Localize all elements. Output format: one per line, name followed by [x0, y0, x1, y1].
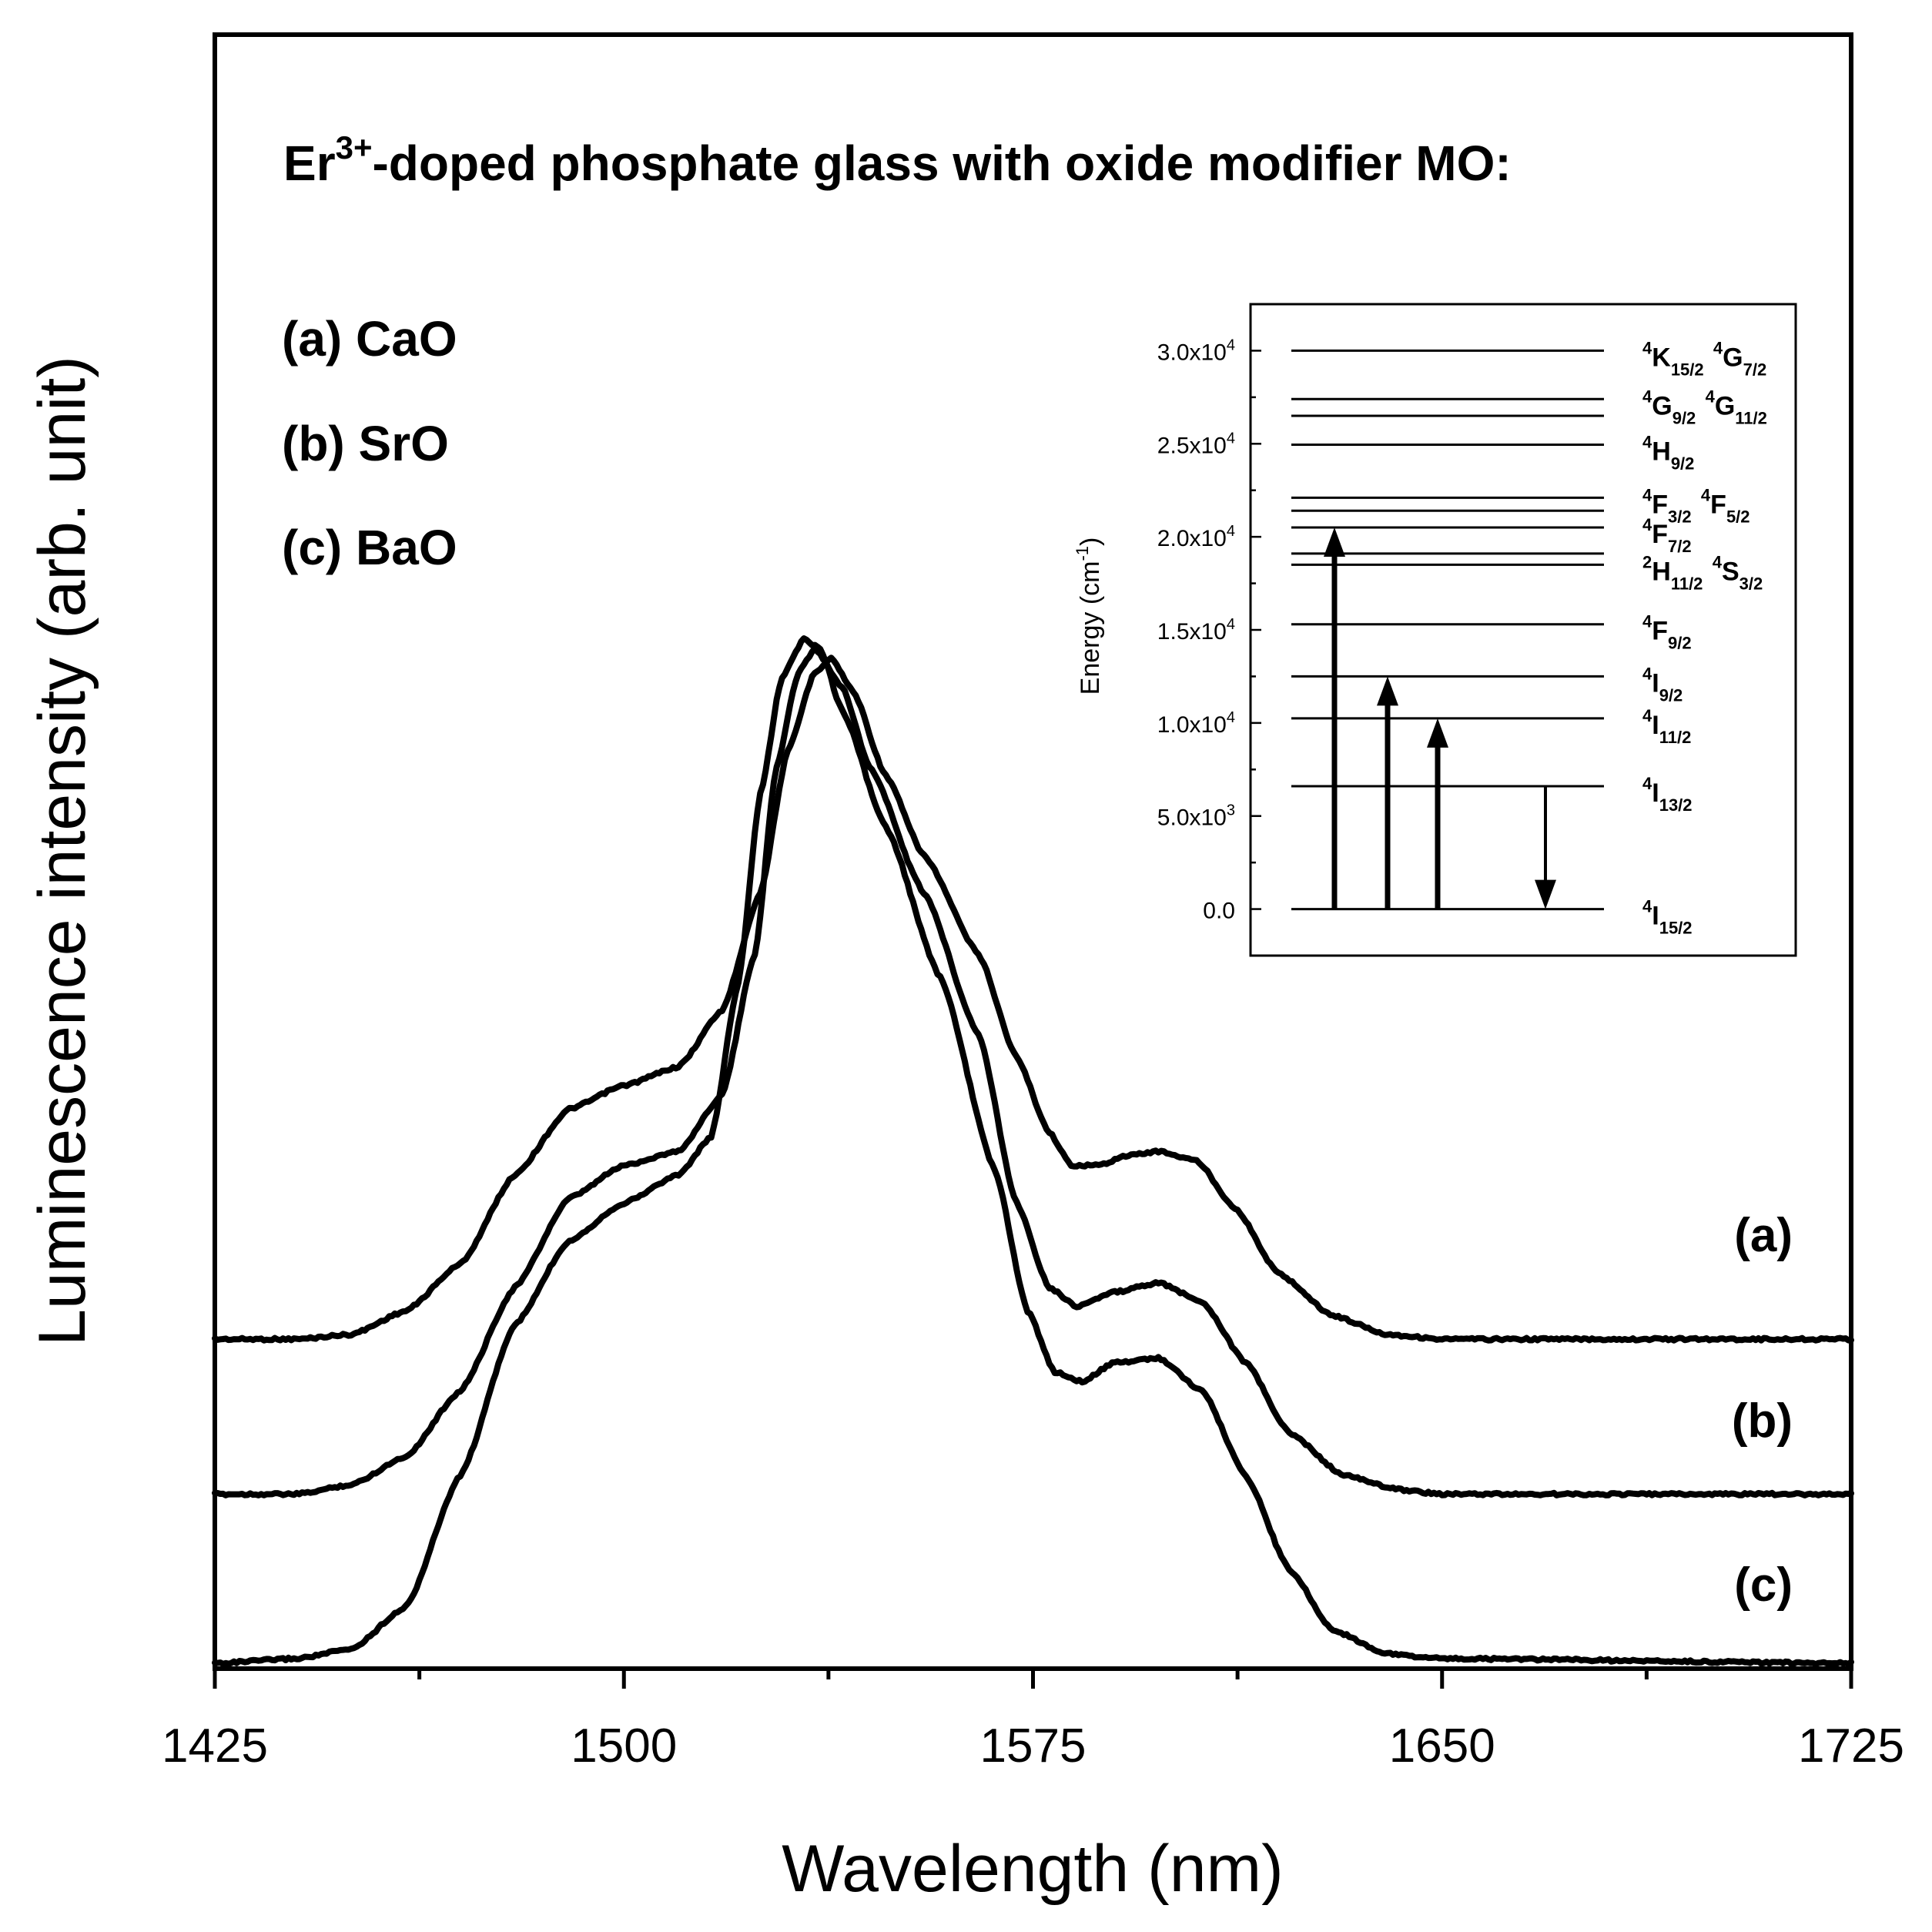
series-line-c: [212, 635, 1854, 1668]
x-tick-label: 1425: [162, 1719, 268, 1773]
energy-level-label: 4I11/2: [1642, 706, 1691, 747]
series-line-a: [212, 655, 1854, 1344]
x-axis: 1425 1500 1575 1650 1725: [162, 1669, 1904, 1773]
legend-entry-sro: (b) SrO: [282, 416, 449, 471]
series-lines: [212, 635, 1854, 1668]
inset-y-tick-label: 2.5x104: [1157, 430, 1235, 458]
transition-arrow-head: [1324, 527, 1345, 558]
x-tick-label: 1725: [1798, 1719, 1904, 1773]
x-tick-label: 1575: [980, 1719, 1087, 1773]
series-label-a: (a): [1734, 1209, 1793, 1262]
inset-energy-diagram: 0.0 5.0x103 1.0x104 1.5x104 2.0x104 2.5x104 3.…: [1157, 303, 1767, 938]
chart-title-post: -doped phosphate glass with oxide modifi…: [372, 136, 1511, 191]
chart-title-sup: 3+: [336, 129, 373, 166]
legend-entry-cao: (a) CaO: [282, 311, 457, 367]
inset-frame: [1249, 303, 1797, 957]
y-axis-label: Luminescence intensity (arb. unit): [25, 356, 99, 1346]
energy-level-label: 4F7/2: [1642, 515, 1692, 556]
chart-title: Er3+-doped phosphate glass with oxide mo…: [283, 129, 1512, 191]
series-line-b: [212, 645, 1854, 1498]
chart-title-pre: Er: [283, 136, 336, 191]
energy-level-label: 4K15/2 4G7/2: [1642, 338, 1766, 379]
x-axis-label: Wavelength (nm): [782, 1832, 1284, 1906]
inset-y-tick-label: 5.0x103: [1157, 802, 1235, 831]
inset-y-tick-label: 1.0x104: [1157, 709, 1235, 738]
energy-level-label: 4I9/2: [1642, 664, 1683, 705]
energy-level-label: 4G9/2 4G11/2: [1642, 387, 1767, 427]
energy-level-label: 2H11/2 4S3/2: [1642, 552, 1763, 593]
transition-arrow-head: [1377, 676, 1398, 706]
x-tick-label: 1650: [1389, 1719, 1495, 1773]
inset-y-label-sup: -1: [1073, 546, 1092, 561]
energy-level-label: 4H9/2: [1642, 432, 1694, 473]
inset-y-label-post: ): [1076, 537, 1105, 546]
energy-level-label: 4F9/2: [1642, 612, 1692, 653]
legend-entry-bao: (c) BaO: [282, 520, 457, 575]
inset-y-tick-label: 2.0x104: [1157, 523, 1235, 551]
inset-y-tick-label: 1.5x104: [1157, 616, 1235, 645]
series-labels: (a) (b) (c): [1732, 1209, 1793, 1612]
energy-level-label: 4I13/2: [1642, 774, 1693, 815]
transition-arrow-head: [1535, 879, 1556, 909]
inset-y-tick-label: 3.0x104: [1157, 337, 1235, 365]
inset-y-tick-label: 0.0: [1203, 899, 1235, 924]
energy-level-label: 4I15/2: [1642, 897, 1693, 938]
inset-y-label-pre: Energy (cm: [1076, 561, 1105, 695]
transition-arrow-head: [1427, 718, 1448, 748]
inset-y-axis-label: Energy (cm-1): [1073, 537, 1105, 695]
energy-level-label: 4F3/2 4F5/2: [1642, 485, 1750, 526]
series-label-c: (c): [1734, 1559, 1793, 1612]
series-label-b: (b): [1732, 1395, 1793, 1448]
x-tick-label: 1500: [571, 1719, 677, 1773]
